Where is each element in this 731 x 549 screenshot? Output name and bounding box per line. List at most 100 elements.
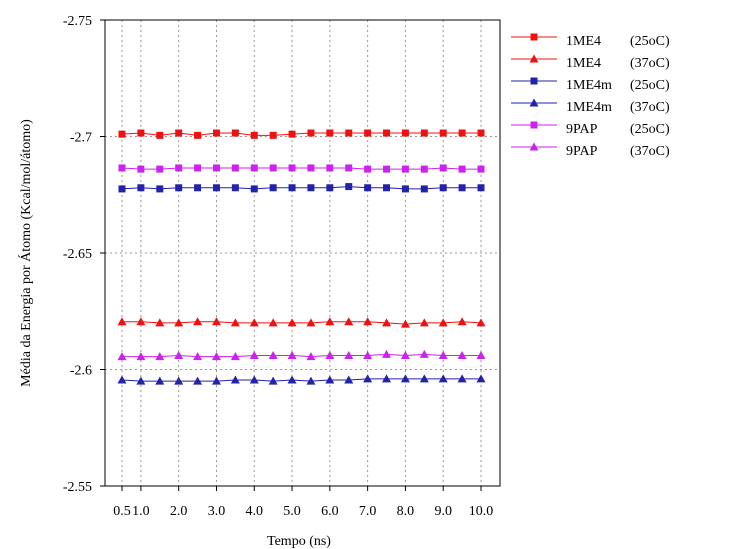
legend-series-name: 1ME4m: [566, 78, 612, 93]
data-point: [268, 376, 278, 385]
data-point: [230, 352, 240, 361]
data-point: [193, 317, 203, 326]
data-point: [174, 318, 184, 327]
data-point: [344, 317, 354, 326]
data-point: [439, 184, 447, 192]
data-point: [268, 318, 278, 327]
data-point: [306, 352, 316, 361]
legend: 1ME4 (25oC) 1ME4 (37oC) 1ME4m (25oC) 1ME4m (37o…: [511, 33, 670, 159]
data-point: [118, 185, 126, 193]
legend-series-condition: (37oC): [630, 56, 670, 71]
data-point: [230, 318, 240, 327]
data-point: [306, 376, 316, 385]
data-point: [458, 165, 466, 173]
x-tick-label: 4.0: [246, 504, 264, 519]
data-point: [401, 185, 409, 193]
data-point: [211, 317, 221, 326]
data-point: [250, 185, 258, 193]
data-point: [307, 164, 315, 172]
data-point: [382, 374, 392, 383]
y-axis-title: Média da Energia por Átomo (Kcal/mol/áto…: [17, 119, 34, 387]
data-point: [438, 374, 448, 383]
data-point: [439, 164, 447, 172]
data-point: [383, 165, 391, 173]
x-axis-ticks: 0.5 1.0 2.0 3.0 4.0 5.0 6.0 7.0 8.0 9.0 10.0: [113, 486, 493, 519]
data-point: [476, 374, 486, 383]
data-point: [231, 184, 239, 192]
legend-series-name: 1ME4: [566, 56, 601, 71]
data-point: [419, 318, 429, 327]
data-point: [137, 129, 145, 137]
data-point: [249, 318, 259, 327]
data-point: [194, 184, 202, 192]
data-point: [118, 130, 126, 138]
legend-marker: [529, 142, 539, 151]
data-point: [325, 375, 335, 384]
data-point: [269, 164, 277, 172]
series-layer: [117, 129, 486, 385]
x-tick-label: 0.5: [113, 504, 131, 519]
series-3: [118, 183, 485, 193]
legend-series-condition: (37oC): [630, 100, 670, 115]
data-point: [344, 375, 354, 384]
data-point: [249, 375, 259, 384]
data-point: [288, 184, 296, 192]
legend-marker: [530, 77, 538, 85]
data-point: [194, 164, 202, 172]
data-point: [288, 130, 296, 138]
data-point: [382, 349, 392, 358]
data-point: [345, 164, 353, 172]
data-point: [307, 129, 315, 137]
data-point: [458, 129, 466, 137]
data-point: [287, 351, 297, 360]
data-point: [419, 374, 429, 383]
data-point: [345, 129, 353, 137]
data-point: [364, 184, 372, 192]
data-point: [457, 374, 467, 383]
data-point: [477, 129, 485, 137]
data-point: [194, 131, 202, 139]
legend-marker: [529, 54, 539, 63]
data-point: [175, 184, 183, 192]
series-6: [117, 349, 486, 361]
data-point: [383, 129, 391, 137]
x-tick-label: 7.0: [359, 504, 377, 519]
data-point: [250, 164, 258, 172]
x-tick-label: 8.0: [397, 504, 415, 519]
data-point: [326, 164, 334, 172]
x-tick-label: 2.0: [170, 504, 188, 519]
legend-series-condition: (37oC): [630, 144, 670, 159]
data-point: [420, 165, 428, 173]
data-point: [212, 129, 220, 137]
data-point: [137, 184, 145, 192]
data-point: [325, 351, 335, 360]
data-point: [117, 352, 127, 361]
data-point: [174, 351, 184, 360]
series-4: [117, 374, 486, 385]
legend-series-condition: (25oC): [630, 122, 670, 137]
data-point: [211, 352, 221, 361]
series-line: [122, 353, 481, 358]
data-point: [212, 184, 220, 192]
data-point: [231, 164, 239, 172]
x-tick-label: 1.0: [132, 504, 150, 519]
data-point: [401, 129, 409, 137]
data-point: [136, 352, 146, 361]
series-line: [121, 378, 481, 382]
x-tick-label: 10.0: [469, 504, 494, 519]
legend-item: 1ME4 (25oC): [511, 33, 670, 49]
legend-series-name: 1ME4m: [566, 100, 612, 115]
data-point: [400, 319, 410, 328]
data-point: [193, 376, 203, 385]
legend-series-condition: (25oC): [630, 78, 670, 93]
x-tick-label: 9.0: [434, 504, 452, 519]
data-point: [401, 165, 409, 173]
data-point: [382, 318, 392, 327]
y-tick-label: -2.65: [63, 247, 92, 262]
series-1: [118, 129, 485, 139]
data-point: [364, 165, 372, 173]
data-point: [231, 129, 239, 137]
data-point: [287, 318, 297, 327]
data-point: [476, 351, 486, 360]
